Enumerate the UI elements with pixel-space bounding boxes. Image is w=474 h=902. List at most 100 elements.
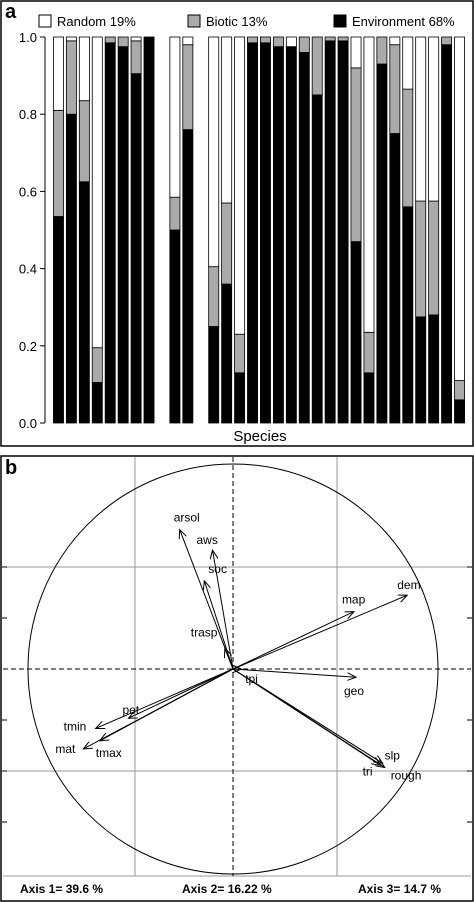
bar-segment-biotic bbox=[130, 40, 142, 75]
bar-segment-random bbox=[208, 36, 220, 268]
bar-segment-environment bbox=[363, 372, 375, 424]
bar-segment-biotic bbox=[169, 196, 181, 231]
bar-segment-random bbox=[415, 36, 427, 202]
vector-geo bbox=[232, 668, 356, 677]
bar-segment-random bbox=[221, 36, 233, 204]
bar-plot bbox=[53, 36, 465, 424]
bar-segment-random bbox=[363, 36, 375, 333]
bar-segment-biotic bbox=[350, 67, 362, 242]
vector-label-tmax: tmax bbox=[96, 746, 122, 760]
legend-label-random: Random 19% bbox=[57, 14, 136, 29]
bar-segment-environment bbox=[260, 42, 271, 424]
bar-segment-biotic bbox=[78, 100, 90, 183]
bar-segment-random bbox=[389, 36, 401, 46]
bar-segment-environment bbox=[350, 241, 362, 424]
bar-segment-environment bbox=[272, 46, 284, 424]
correlation-circle bbox=[27, 463, 439, 875]
bar-segment-environment bbox=[117, 46, 129, 424]
bar-segment-random bbox=[78, 36, 90, 102]
y-axis: 0.0 0.2 0.4 0.6 0.8 1.0 bbox=[19, 30, 46, 431]
bar-segment-environment bbox=[169, 229, 181, 424]
bar-segment-environment bbox=[376, 63, 388, 424]
vector-tmax bbox=[100, 668, 234, 741]
axis-2-label: Axis 2= 16.22 % bbox=[182, 882, 272, 896]
panel-b-ticks bbox=[2, 566, 472, 823]
vector-label-rough: rough bbox=[391, 768, 422, 782]
bar-segment-environment bbox=[78, 181, 90, 424]
bar-segment-environment bbox=[53, 216, 64, 424]
bar-segment-environment bbox=[402, 206, 414, 424]
bar-segment-environment bbox=[337, 40, 349, 424]
bar-segment-environment bbox=[298, 52, 310, 424]
vector-label-tmin: tmin bbox=[64, 719, 87, 733]
vector-tmin bbox=[96, 668, 234, 728]
vector-label-tri: tri bbox=[363, 764, 373, 778]
bar-segment-environment bbox=[441, 44, 453, 424]
bar-segment-biotic bbox=[221, 202, 233, 285]
bar-segment-random bbox=[91, 36, 103, 349]
legend-swatch-biotic bbox=[187, 14, 201, 28]
bar-segment-environment bbox=[324, 40, 336, 424]
bar-segment-biotic bbox=[337, 36, 349, 42]
x-axis-label: Species bbox=[233, 428, 286, 445]
panel-b-grid bbox=[3, 457, 471, 877]
bar-segment-environment bbox=[208, 326, 220, 424]
bar-segment-environment bbox=[130, 73, 142, 424]
bar-segment-biotic bbox=[415, 200, 427, 318]
y-tick-label: 0.8 bbox=[19, 107, 37, 122]
bar-segment-random bbox=[454, 36, 465, 381]
legend-swatch-environment bbox=[333, 14, 347, 28]
bar-segment-biotic bbox=[311, 36, 323, 96]
bar-segment-biotic bbox=[428, 200, 440, 316]
bar-segment-biotic bbox=[117, 36, 129, 48]
bar-segment-environment bbox=[415, 316, 427, 424]
bar-segment-environment bbox=[285, 46, 297, 424]
bar-segment-random bbox=[169, 36, 181, 198]
vector-label-geo: geo bbox=[344, 684, 364, 698]
bar-segment-random bbox=[234, 36, 246, 335]
bar-segment-biotic bbox=[53, 109, 64, 217]
panel-a-label: a bbox=[5, 1, 17, 23]
vector-label-slp: slp bbox=[385, 748, 401, 762]
bar-segment-random bbox=[350, 36, 362, 69]
bar-segment-random bbox=[285, 36, 297, 48]
bar-segment-environment bbox=[91, 382, 103, 424]
bar-segment-biotic bbox=[247, 36, 258, 44]
vector-pet bbox=[128, 668, 234, 718]
bar-segment-biotic bbox=[65, 40, 77, 115]
bar-segment-environment bbox=[104, 42, 116, 424]
axis-1-label: Axis 1= 39.6 % bbox=[20, 882, 103, 896]
bar-segment-biotic bbox=[182, 44, 194, 131]
y-tick-label: 0.2 bbox=[19, 339, 37, 354]
bar-segment-biotic bbox=[104, 36, 116, 44]
bar-segment-environment bbox=[389, 133, 401, 424]
vector-label-trasp: trasp bbox=[191, 626, 218, 640]
vector-label-arsol: arsol bbox=[174, 511, 200, 525]
bar-segment-random bbox=[428, 36, 440, 202]
bar-segment-random bbox=[53, 36, 64, 111]
bar-segment-biotic bbox=[376, 36, 388, 65]
bar-segment-biotic bbox=[272, 36, 284, 48]
vector-label-mat: mat bbox=[55, 742, 76, 756]
bar-segment-biotic bbox=[454, 380, 465, 401]
vector-label-dem: dem bbox=[397, 578, 420, 592]
bar-segment-environment bbox=[311, 94, 323, 424]
bar-segment-environment bbox=[428, 314, 440, 424]
bar-segment-environment bbox=[247, 42, 258, 424]
bar-segment-random bbox=[182, 36, 194, 46]
bar-segment-environment bbox=[221, 283, 233, 424]
axis-3-label: Axis 3= 14.7 % bbox=[358, 882, 441, 896]
vector-trasp bbox=[225, 649, 234, 670]
bar-segment-biotic bbox=[441, 36, 453, 46]
vector-label-soc: soc bbox=[208, 562, 227, 576]
y-tick-label: 0.0 bbox=[19, 416, 37, 431]
bar-segment-biotic bbox=[208, 266, 220, 327]
bar-segment-random bbox=[130, 36, 142, 42]
bar-segment-biotic bbox=[402, 88, 414, 208]
vector-label-pet: pet bbox=[122, 703, 139, 717]
vector-label-map: map bbox=[342, 593, 366, 607]
bar-segment-biotic bbox=[234, 333, 246, 374]
legend-swatch-random bbox=[38, 14, 52, 28]
y-tick-label: 1.0 bbox=[19, 30, 37, 45]
